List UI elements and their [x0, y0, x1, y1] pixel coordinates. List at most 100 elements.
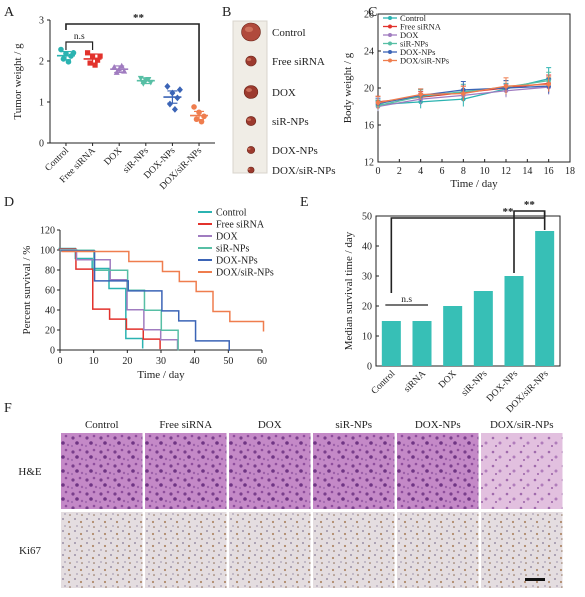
data-point: [84, 50, 91, 56]
y-tick-label: 20: [362, 302, 372, 313]
legend-marker: [388, 41, 392, 46]
tumor-label: DOX-NPs: [272, 145, 318, 157]
x-tick-label: 2: [397, 166, 402, 177]
data-point: [92, 62, 98, 68]
significance-label: **: [524, 199, 536, 211]
legend-label: DOX/siR-NPs: [400, 56, 449, 66]
legend-marker: [388, 24, 392, 29]
y-tick-label: 40: [362, 242, 372, 253]
x-tick-label: 40: [190, 356, 200, 367]
data-point: [164, 83, 171, 90]
data-point: [87, 60, 93, 66]
histology-row-label: Ki67: [19, 545, 42, 557]
y-axis-title: Median survival time / day: [343, 231, 355, 350]
bar: [535, 231, 555, 366]
tumor-highlight: [246, 58, 252, 61]
data-point: [58, 46, 64, 53]
legend-label: DOX-NPs: [400, 47, 435, 57]
ki67-image: [145, 512, 227, 588]
y-tick-label: 20: [45, 326, 55, 337]
data-point: [461, 91, 466, 96]
scale-bar: [525, 578, 545, 581]
panel-label-d: D: [4, 195, 14, 210]
x-axis-title: Time / day: [137, 369, 185, 381]
x-tick-label: siR-NPs: [460, 369, 490, 399]
he-image: [481, 433, 563, 509]
panel-label-e: E: [300, 195, 309, 210]
x-tick-label: DOX: [437, 369, 459, 391]
y-tick-label: 0: [367, 362, 372, 373]
y-tick-label: 0: [39, 139, 44, 150]
he-image: [313, 433, 395, 509]
y-axis-title: Tumor weight / g: [12, 43, 24, 120]
tumor-specimen: [245, 55, 257, 67]
x-tick-label: 10: [89, 356, 99, 367]
y-tick-label: 1: [39, 98, 44, 109]
legend-marker: [388, 33, 392, 37]
ki67-image: [397, 512, 479, 588]
data-point: [191, 104, 197, 110]
data-point: [418, 92, 423, 97]
significance-label: **: [133, 12, 145, 24]
tumor-label: Free siRNA: [272, 56, 325, 68]
legend-label: DOX/siR-NPs: [216, 268, 274, 279]
y-tick-label: 120: [40, 226, 55, 237]
legend-label: DOX: [400, 30, 418, 40]
data-point: [97, 53, 103, 59]
significance-bracket: [390, 211, 546, 293]
y-tick-label: 3: [39, 16, 44, 27]
he-image: [229, 433, 311, 509]
data-point: [176, 86, 183, 94]
tumor-highlight: [244, 26, 254, 32]
x-tick-label: 30: [156, 356, 166, 367]
y-tick-label: 80: [45, 266, 55, 277]
x-tick-label: 16: [544, 166, 554, 177]
survival-curve: [59, 248, 179, 350]
chart-e: 0 10 20 30 40 50 Median survival time / day Con…: [343, 199, 561, 415]
x-tick-label: 4: [418, 166, 423, 177]
histology-column-label: DOX-NPs: [415, 419, 461, 431]
legend-label: siR-NPs: [216, 244, 249, 255]
data-point: [145, 77, 152, 83]
tumor-photo-panel: Control Free siRNA DOX siR-NPs DOX-NPs DOX/si…: [232, 20, 336, 177]
significance-label: **: [503, 206, 515, 218]
y-tick-label: 100: [40, 246, 55, 257]
panel-label-b: B: [222, 5, 231, 20]
y-tick-label: 30: [362, 272, 372, 283]
tumor-specimen: [241, 22, 261, 42]
bar: [443, 306, 463, 366]
x-tick-label: 0: [376, 166, 381, 177]
histology-grid: Control Free siRNA DOX siR-NPs DOX-NPs DOX/si…: [18, 419, 563, 588]
panel-label-c: C: [368, 5, 377, 20]
bar: [381, 321, 401, 366]
x-tick-label: 12: [501, 166, 511, 177]
data-point: [198, 118, 205, 125]
data-point: [503, 83, 509, 89]
bar: [473, 291, 493, 366]
data-point: [171, 105, 178, 113]
legend-label: Free siRNA: [400, 22, 442, 32]
he-image: [61, 433, 143, 509]
data-point: [546, 82, 551, 87]
legend-marker: [388, 50, 392, 54]
tumor-label: siR-NPs: [272, 116, 309, 128]
survival-curve: [61, 250, 265, 332]
y-tick-label: 24: [364, 47, 374, 58]
he-image: [145, 433, 227, 509]
tumor-label: Control: [272, 27, 306, 39]
data-point: [375, 100, 381, 106]
data-point: [201, 113, 207, 120]
tumor-specimen: [245, 116, 257, 126]
x-tick-label: Control: [370, 369, 398, 397]
bar: [504, 276, 524, 366]
y-tick-label: 16: [364, 121, 374, 132]
tumor-highlight: [247, 168, 251, 171]
tumor-specimen: [243, 85, 259, 99]
tumor-label: DOX: [272, 87, 296, 99]
y-tick-label: 20: [364, 84, 374, 95]
x-tick-label: 60: [257, 356, 267, 367]
y-tick-label: 28: [364, 10, 374, 21]
y-tick-label: 10: [362, 332, 372, 343]
